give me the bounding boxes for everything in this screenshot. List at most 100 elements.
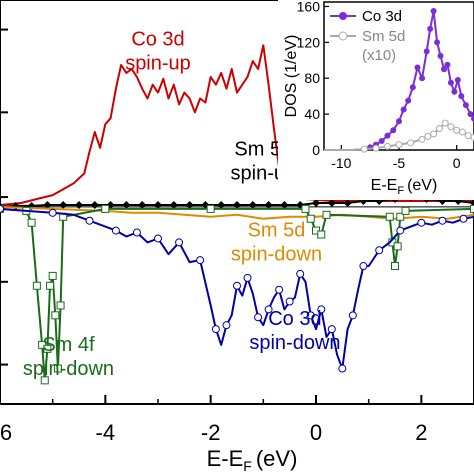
inset-panel: 0 40 80 120 160 -10 -5 0 Co 3d Sm 5d (x10) DOS (1… <box>278 0 474 200</box>
main-series-4-point <box>85 216 94 225</box>
inset-series-sm-5d-point <box>407 139 415 147</box>
main-series-3-point <box>322 210 331 219</box>
main-series-3-point <box>306 214 315 223</box>
main-series-4-point <box>338 364 347 373</box>
main-series-4-point <box>327 325 336 334</box>
inset-series-sm-5d-point <box>453 126 461 134</box>
inset-series-co-3d-point <box>400 106 407 113</box>
inset-series-co-3d-point <box>427 25 434 32</box>
main-series-3-point <box>385 212 394 221</box>
main-series-1-point <box>327 198 336 207</box>
main-series-1-point <box>233 200 241 209</box>
legend-entry-sm-5d: Sm 5d (x10) <box>330 28 405 64</box>
main-series-0-line <box>0 44 474 206</box>
annotation-line: spin-down <box>249 332 340 354</box>
main-series-4-point <box>175 238 184 247</box>
main-series-1-point <box>138 200 147 209</box>
main-series-1-point <box>264 200 273 209</box>
inset-series-co-3d-point <box>447 79 454 86</box>
main-series-3-point <box>470 204 474 213</box>
inset-y-tick-label: 120 <box>297 34 321 50</box>
main-series-4-point <box>306 311 315 320</box>
inset-legend: Co 3d Sm 5d (x10) <box>330 8 405 64</box>
main-series-4-point <box>264 305 273 314</box>
annotation-co-down: Co 3d spin-down <box>249 308 340 354</box>
inset-ticks: 0 40 80 120 160 -10 -5 0 <box>297 0 461 171</box>
annotation-sm4f-down: Sm 4f spin-down <box>23 334 114 380</box>
main-series-4-point <box>438 216 447 225</box>
main-series-4-point <box>396 226 405 235</box>
main-series-4-point <box>233 281 241 290</box>
main-x-axis-label: E-EF (eV) <box>207 446 298 474</box>
inset-series-sm-5d-point <box>470 133 474 141</box>
main-ticks: 6 -4 -2 0 2 <box>0 28 474 445</box>
inset-series-co-3d-point <box>454 77 461 84</box>
main-series-3-point <box>48 271 57 280</box>
inset-y-tick-label: 160 <box>297 0 321 14</box>
inset-y-tick-label: 40 <box>304 106 320 122</box>
legend-entry-co-3d: Co 3d <box>330 8 402 25</box>
inset-series-sm-5d-point <box>464 132 472 140</box>
inset-background <box>278 0 474 200</box>
main-series-4-point <box>0 204 4 213</box>
annotation-co-up: Co 3d spin-up <box>125 28 191 74</box>
main-series-1-point <box>43 200 52 209</box>
inset-series-co-3d-point <box>444 61 451 68</box>
inset-series-sm-5d-point <box>435 124 443 132</box>
legend-swatch-marker <box>338 31 348 41</box>
main-series-3-point <box>53 364 62 373</box>
inset-series-sm-5d-point <box>458 128 466 136</box>
inset-x-axis-label-main: E-E <box>371 177 398 194</box>
inset-series-sm-5d-point <box>372 144 380 152</box>
main-series-4-point <box>375 246 384 255</box>
main-series-4-point <box>459 214 468 223</box>
main-series-3-point <box>27 218 36 227</box>
inset-x-axis-label: E-EF (eV) <box>371 177 438 197</box>
main-series-4-point <box>359 262 368 271</box>
inset-series-sm-5d <box>324 119 474 153</box>
inset-series-sm-5d-point <box>383 142 391 150</box>
main-series-1-point <box>217 200 226 209</box>
main-series-4-point <box>154 234 162 243</box>
main-series-4-point <box>211 325 220 334</box>
main-series-3-point <box>101 204 110 213</box>
main-series-3-point <box>396 212 405 221</box>
main-series-0 <box>0 44 474 206</box>
inset-series-sm-5d-point <box>424 133 432 141</box>
main-series-3-point <box>206 204 215 213</box>
main-series-1-point <box>59 200 68 209</box>
main-series-3-point <box>46 281 55 290</box>
main-series-4-point <box>254 313 263 322</box>
annotation-line: spin-up <box>125 52 191 74</box>
main-series-3-point <box>391 262 399 271</box>
main-series-3-point <box>40 376 49 385</box>
annotation-line: Co 3d <box>131 28 184 50</box>
inset-series-co-3d-point <box>423 48 430 55</box>
main-series-4-point <box>243 273 252 282</box>
main-series-4 <box>0 204 474 373</box>
main-series-4-point <box>132 228 141 237</box>
legend-label: Sm 5d <box>362 28 405 45</box>
annotation-line: spin-down <box>23 358 114 380</box>
legend-swatch-marker <box>339 12 347 20</box>
annotation-line: Sm 4f <box>42 334 95 356</box>
annotation-line: Co 3d <box>268 308 321 330</box>
inset-series-sm-5d-point <box>395 141 403 149</box>
inset-x-tick-label: 0 <box>453 155 461 171</box>
main-x-tick-label: 2 <box>415 420 427 445</box>
inset-series-co-3d-point <box>414 64 421 71</box>
legend-label-extra: (x10) <box>362 47 396 64</box>
annotation-line: spin-down <box>231 243 322 265</box>
inset-series-co-3d-point <box>378 138 385 145</box>
annotation-line: Sm 5d <box>248 219 306 241</box>
main-series-4-point <box>196 256 205 265</box>
main-x-tick-label: 0 <box>310 420 322 445</box>
main-series-1-point <box>154 200 162 209</box>
main-series-1-point <box>90 200 99 209</box>
main-series-4-point <box>317 305 326 314</box>
main-series-4-point <box>296 269 305 278</box>
main-series-4-point <box>111 226 120 235</box>
inset-series-co-3d-point <box>405 97 412 104</box>
